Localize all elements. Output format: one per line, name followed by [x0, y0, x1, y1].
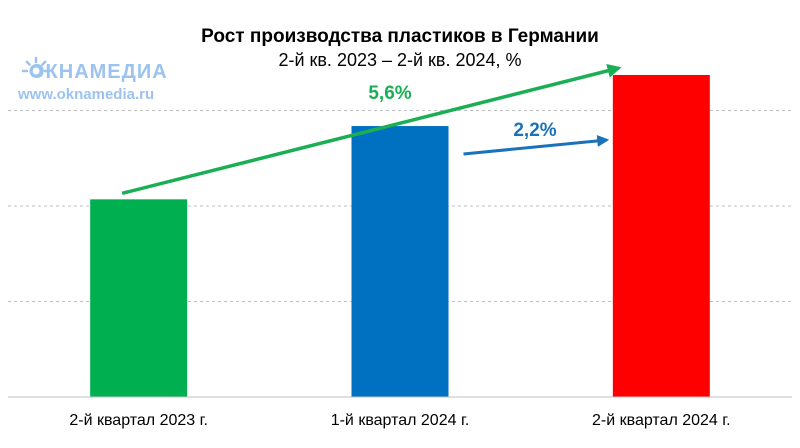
annotation-arrows: 5,6% 2,2%	[121, 63, 622, 196]
bar-1	[90, 199, 188, 397]
watermark: ОКНАМЕДИА www.oknamedia.ru	[17, 56, 168, 103]
bar-3	[612, 74, 710, 397]
chart-subtitle: 2-й кв. 2023 – 2-й кв. 2024, %	[278, 50, 521, 70]
x-tick-labels: 2-й квартал 2023 г. 1-й квартал 2024 г. 2-…	[69, 412, 730, 429]
watermark-url: www.oknamedia.ru	[17, 86, 154, 103]
annotation-label-quarter: 2,2%	[513, 120, 556, 141]
x-tick-label: 2-й квартал 2023 г.	[69, 412, 208, 429]
chart-title: Рост производства пластиков в Германии	[201, 26, 599, 47]
x-tick-label: 2-й квартал 2024 г.	[592, 412, 731, 429]
watermark-brand: ОКНАМЕДИА	[29, 61, 168, 83]
bar-2	[351, 126, 449, 397]
arrow-quarter-growth	[463, 134, 610, 156]
arrow-total-growth	[121, 63, 622, 196]
sun-logo-icon	[21, 56, 51, 78]
bars	[90, 74, 710, 397]
annotation-label-total: 5,6%	[368, 83, 411, 104]
x-tick-label: 1-й квартал 2024 г.	[331, 412, 470, 429]
